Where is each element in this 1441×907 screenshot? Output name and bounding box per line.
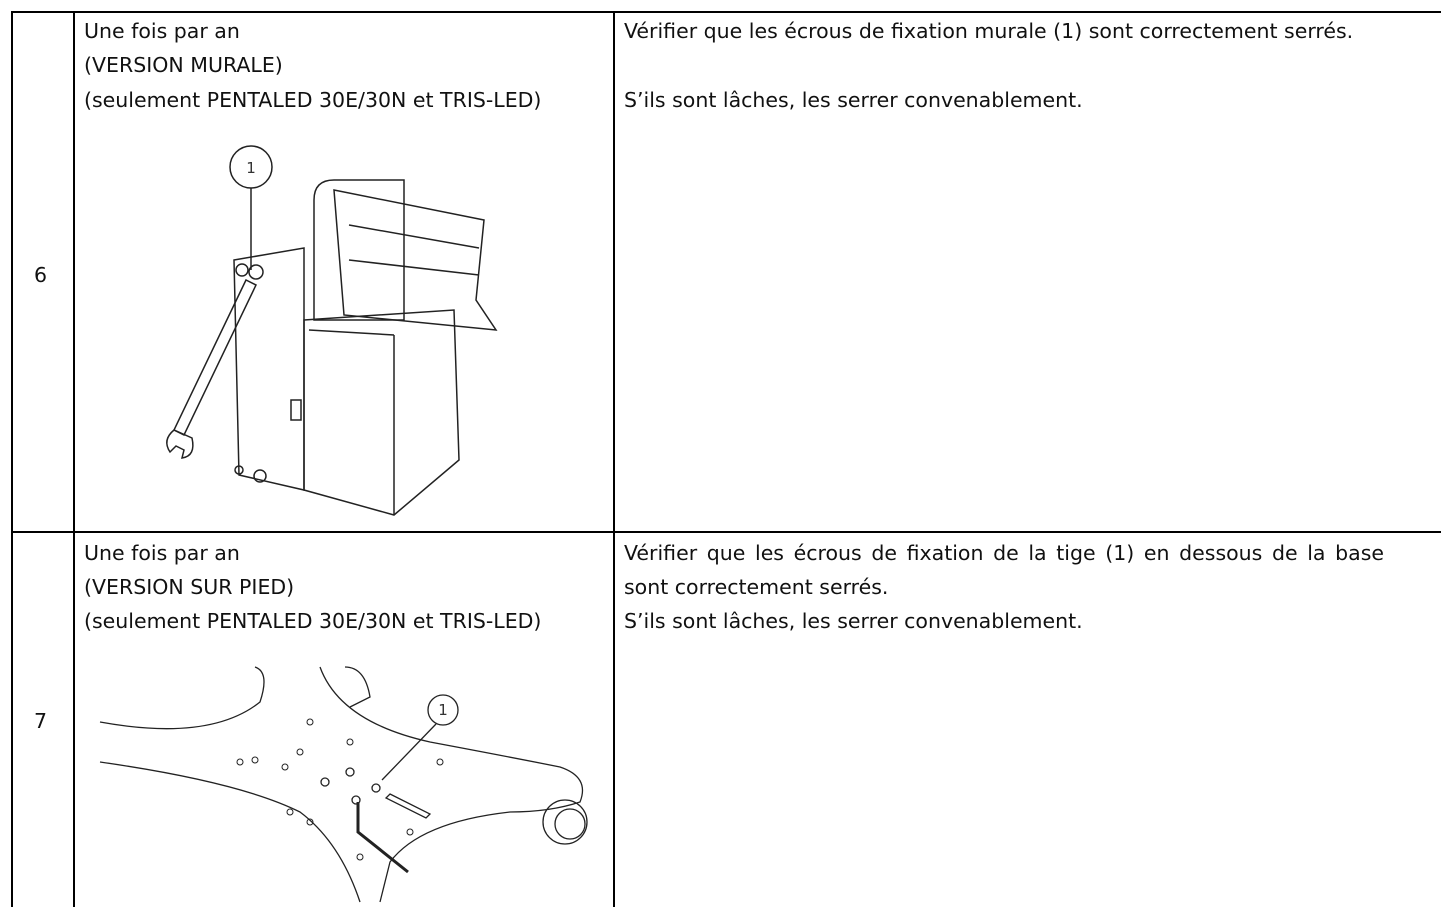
instruction: S’ils sont lâches, les serrer convenable… — [624, 609, 1083, 633]
frequency: (seulement PENTALED 30E/30N et TRIS-LED) — [84, 88, 542, 112]
illustration: 1 — [166, 145, 498, 516]
frequency: (VERSION SUR PIED) — [84, 575, 295, 599]
frequency: (seulement PENTALED 30E/30N et TRIS-LED) — [84, 609, 542, 633]
instruction: Vérifier que les écrous de fixation mura… — [624, 19, 1354, 43]
frequency: (VERSION MURALE) — [84, 53, 283, 77]
row-number: 6 — [34, 263, 48, 287]
callout: 1 — [438, 701, 448, 719]
callout: 1 — [246, 159, 256, 177]
border — [11, 11, 13, 907]
frequency: Une fois par an — [84, 541, 240, 565]
instruction: Vérifier que les écrous de fixation de l… — [624, 541, 1384, 599]
border — [613, 11, 615, 907]
border — [73, 11, 75, 907]
instruction: S’ils sont lâches, les serrer convenable… — [624, 88, 1083, 112]
illustration: 1 — [99, 666, 588, 903]
border — [12, 531, 1441, 533]
row-number: 7 — [34, 709, 48, 733]
border — [12, 11, 1441, 13]
frequency: Une fois par an — [84, 19, 240, 43]
